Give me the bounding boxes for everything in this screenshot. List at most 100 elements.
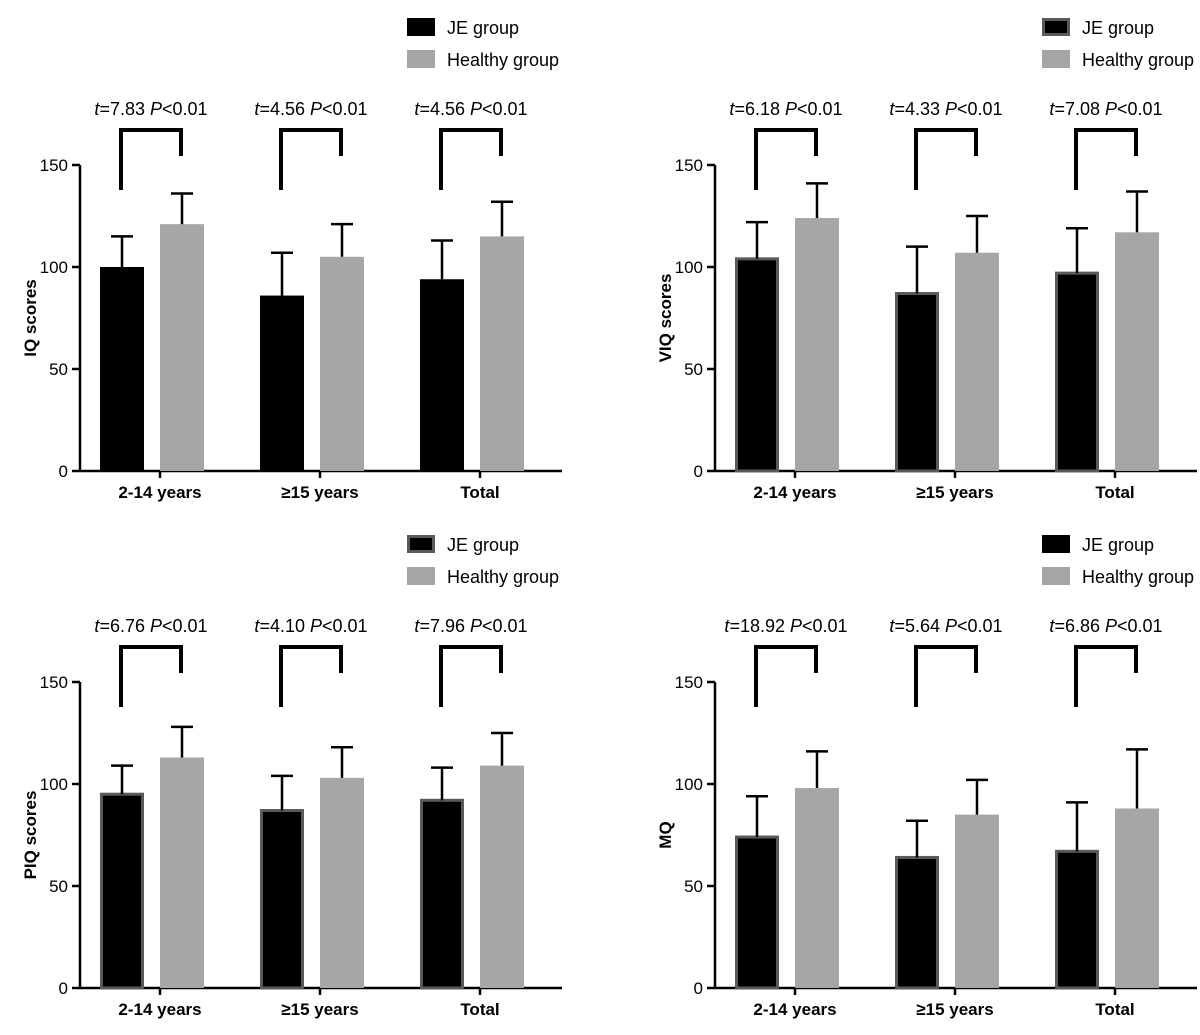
x-tick-label: ≥15 years <box>916 1000 993 1019</box>
healthy-bar <box>955 814 999 988</box>
x-tick-label: Total <box>1095 483 1134 502</box>
significance-label: t=4.33 P<0.01 <box>889 99 1002 119</box>
chart-viq: 0 50 100 150 VIQ scores 2-14 years t=6.18 P<0.… <box>656 18 1197 502</box>
healthy-bar <box>160 224 204 471</box>
significance-label: t=6.76 P<0.01 <box>94 616 207 636</box>
je-bar <box>1055 849 1099 990</box>
healthy-bar <box>955 252 999 471</box>
healthy-bar <box>1115 808 1159 988</box>
legend-label: JE group <box>1082 18 1154 38</box>
y-tick-label: 100 <box>675 775 703 794</box>
panel-viq: 0 50 100 150 VIQ scores 2-14 years t=6.18 P<0.… <box>600 0 1200 517</box>
chart-piq: 0 50 100 150 PIQ scores 2-14 years t=6.76 P<0.… <box>21 535 562 1019</box>
healthy-legend-swatch <box>407 567 435 585</box>
legend-label: Healthy group <box>1082 50 1194 70</box>
healthy-bar <box>480 236 524 471</box>
significance-label: t=4.56 P<0.01 <box>414 99 527 119</box>
x-tick-label: 2-14 years <box>753 483 836 502</box>
significance-bracket <box>914 645 978 707</box>
healthy-legend-swatch <box>1042 50 1070 68</box>
y-tick-label: 50 <box>684 360 703 379</box>
y-tick-label: 50 <box>684 877 703 896</box>
significance-label: t=5.64 P<0.01 <box>889 616 1002 636</box>
y-tick-label: 0 <box>694 462 703 481</box>
x-tick-label: ≥15 years <box>916 483 993 502</box>
significance-bracket <box>754 128 818 190</box>
y-tick-label: 0 <box>59 462 68 481</box>
significance-bracket <box>439 128 503 190</box>
y-axis-title: MQ <box>656 821 675 848</box>
y-axis-title: IQ scores <box>21 279 40 357</box>
je-bar <box>420 279 464 471</box>
x-tick-label: Total <box>1095 1000 1134 1019</box>
y-tick-label: 100 <box>40 775 68 794</box>
je-legend-swatch <box>407 535 435 553</box>
significance-bracket <box>439 645 503 707</box>
x-tick-label: 2-14 years <box>118 1000 201 1019</box>
significance-label: t=7.83 P<0.01 <box>94 99 207 119</box>
healthy-legend-swatch <box>407 50 435 68</box>
legend-label: JE group <box>447 18 519 38</box>
legend-label: Healthy group <box>1082 567 1194 587</box>
chart-mq: 0 50 100 150 MQ 2-14 years t=18.92 P<0.01 ≥15 y… <box>656 535 1197 1019</box>
significance-bracket <box>119 645 183 707</box>
y-tick-label: 150 <box>40 156 68 175</box>
je-bar <box>100 267 144 471</box>
legend-label: JE group <box>447 535 519 555</box>
panel-piq: 0 50 100 150 PIQ scores 2-14 years t=6.76 P<0.… <box>0 517 600 1034</box>
healthy-bar <box>320 777 364 988</box>
y-axis-title: VIQ scores <box>656 274 675 363</box>
je-bar <box>100 792 144 990</box>
significance-bracket <box>279 128 343 190</box>
x-tick-label: 2-14 years <box>118 483 201 502</box>
significance-bracket <box>754 645 818 707</box>
je-bar <box>895 855 939 990</box>
x-tick-label: Total <box>460 483 499 502</box>
healthy-bar <box>480 765 524 988</box>
healthy-bar <box>160 757 204 988</box>
significance-label: t=4.56 P<0.01 <box>254 99 367 119</box>
significance-bracket <box>1074 128 1138 190</box>
je-bar <box>735 835 779 990</box>
je-legend-swatch <box>1042 535 1070 553</box>
je-bar <box>1055 271 1099 473</box>
y-tick-label: 150 <box>675 673 703 692</box>
healthy-bar <box>795 788 839 988</box>
je-bar <box>895 292 939 473</box>
y-tick-label: 150 <box>675 156 703 175</box>
je-legend-swatch <box>1042 18 1070 36</box>
healthy-bar <box>795 218 839 471</box>
significance-label: t=18.92 P<0.01 <box>724 616 847 636</box>
y-axis-title: PIQ scores <box>21 791 40 880</box>
healthy-legend-swatch <box>1042 567 1070 585</box>
je-legend-swatch <box>407 18 435 36</box>
x-tick-label: ≥15 years <box>281 1000 358 1019</box>
significance-bracket <box>119 128 183 190</box>
je-bar <box>260 295 304 471</box>
significance-label: t=7.08 P<0.01 <box>1049 99 1162 119</box>
je-bar <box>735 257 779 473</box>
x-tick-label: Total <box>460 1000 499 1019</box>
je-bar <box>260 809 304 990</box>
legend-label: Healthy group <box>447 567 559 587</box>
significance-bracket <box>279 645 343 707</box>
legend-label: JE group <box>1082 535 1154 555</box>
y-tick-label: 50 <box>49 360 68 379</box>
chart-iq: 0 50 100 150 IQ scores 2-14 years t=7.83 P<0.0… <box>21 18 562 502</box>
y-tick-label: 150 <box>40 673 68 692</box>
je-bar <box>420 798 464 990</box>
significance-bracket <box>914 128 978 190</box>
significance-label: t=7.96 P<0.01 <box>414 616 527 636</box>
significance-label: t=6.18 P<0.01 <box>729 99 842 119</box>
y-tick-label: 50 <box>49 877 68 896</box>
legend-label: Healthy group <box>447 50 559 70</box>
panel-iq: 0 50 100 150 IQ scores 2-14 years t=7.83 P<0.0… <box>0 0 600 517</box>
x-tick-label: ≥15 years <box>281 483 358 502</box>
significance-label: t=4.10 P<0.01 <box>254 616 367 636</box>
significance-bracket <box>1074 645 1138 707</box>
x-tick-label: 2-14 years <box>753 1000 836 1019</box>
y-tick-label: 100 <box>40 258 68 277</box>
healthy-bar <box>1115 232 1159 471</box>
healthy-bar <box>320 256 364 471</box>
